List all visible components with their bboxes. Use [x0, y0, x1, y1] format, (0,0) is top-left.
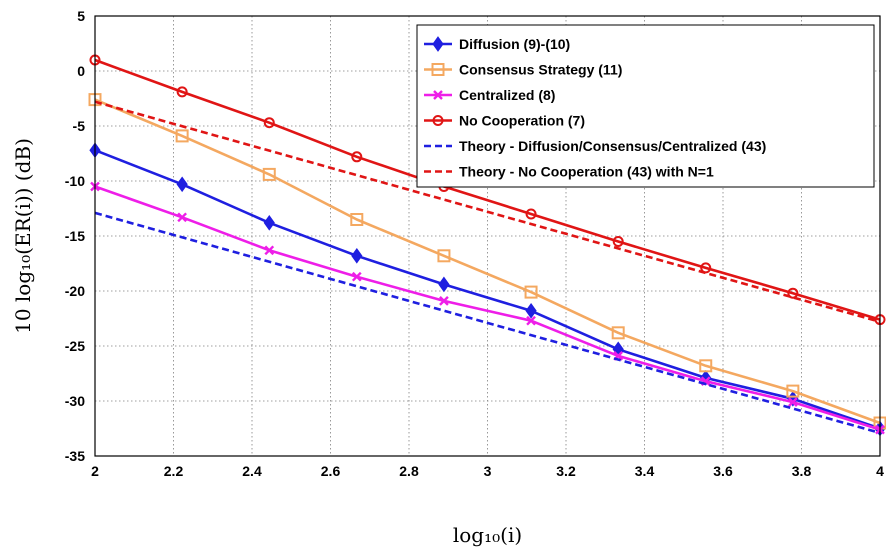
data-point: [700, 262, 712, 274]
data-point: [177, 212, 187, 223]
data-point: [438, 276, 450, 293]
legend-marker: [431, 63, 445, 76]
x-tick-label: 3: [484, 463, 492, 479]
data-point: [351, 271, 362, 282]
x-tick-label: 4: [876, 463, 884, 479]
legend-label: Theory - Diffusion/Consensus/Centralized…: [459, 138, 766, 154]
data-point: [351, 151, 363, 163]
series-line: [94, 100, 881, 324]
legend: Diffusion (9)-(10) Consensus Strategy (11…: [416, 24, 875, 188]
legend-label: Theory - No Cooperation (43) with N=1: [459, 164, 714, 180]
data-point: [263, 214, 275, 231]
y-tick-label: -5: [73, 118, 86, 134]
legend-marker: [432, 115, 444, 126]
data-point: [699, 359, 713, 373]
data-point: [611, 326, 625, 340]
legend-item: Theory - Diffusion/Consensus/Centralized…: [424, 138, 766, 154]
y-tick-label: -25: [65, 338, 85, 354]
legend-item: Centralized (8): [424, 87, 555, 103]
series-1: [88, 93, 886, 430]
data-point: [437, 249, 451, 263]
series-4: [94, 211, 881, 435]
y-tick-label: -20: [65, 283, 85, 299]
legend-item: Diffusion (9)-(10): [424, 36, 570, 52]
data-point: [176, 86, 188, 98]
data-point: [176, 176, 188, 193]
legend-label: Diffusion (9)-(10): [459, 36, 570, 52]
y-tick-label: -35: [65, 448, 85, 464]
y-tick-label: -30: [65, 393, 85, 409]
data-point: [263, 117, 275, 129]
tick-labels: 2 2.2 2.4 2.6 2.8 3 3.2 3.4 3.6 3.8 4 5 0 -5 -10 -15 -20…: [65, 8, 884, 479]
x-tick-label: 2.4: [242, 463, 262, 479]
y-tick-label: -10: [65, 173, 85, 189]
series-line: [94, 211, 881, 435]
legend-item: Consensus Strategy (11): [424, 62, 622, 78]
x-tick-label: 2.2: [164, 463, 184, 479]
data-point: [175, 129, 189, 143]
legend-item: No Cooperation (7): [424, 113, 585, 129]
data-point: [525, 208, 537, 220]
x-tick-label: 2.8: [399, 463, 419, 479]
x-tick-label: 3.4: [635, 463, 655, 479]
y-axis-label: 10 log₁₀(ER(i)) (dB): [11, 138, 35, 334]
legend-item: Theory - No Cooperation (43) with N=1: [424, 164, 714, 180]
series-line: [94, 58, 881, 321]
series-line: [94, 185, 881, 431]
data-point: [264, 245, 275, 256]
data-point: [526, 315, 536, 326]
data-point: [439, 296, 449, 306]
data-point: [524, 285, 538, 299]
data-point: [525, 302, 537, 319]
data-point: [787, 287, 799, 299]
y-tick-label: 0: [77, 63, 85, 79]
data-point: [350, 213, 364, 226]
x-axis-label: log₁₀(i): [453, 523, 522, 547]
series-5: [94, 100, 881, 324]
data-point: [786, 384, 800, 398]
legend-marker: [432, 36, 444, 52]
y-tick-label: 5: [77, 8, 85, 24]
x-tick-label: 2: [91, 463, 99, 479]
legend-label: Consensus Strategy (11): [459, 62, 622, 78]
data-point: [788, 397, 798, 407]
data-point: [262, 167, 276, 181]
series-line: [94, 98, 881, 425]
series-2: [90, 181, 885, 435]
x-tick-label: 3.8: [792, 463, 812, 479]
data-point: [612, 236, 624, 247]
x-tick-label: 3.2: [556, 463, 576, 479]
legend-marker: [433, 90, 443, 100]
y-tick-label: -15: [65, 228, 85, 244]
x-tick-label: 2.6: [321, 463, 341, 479]
data-point: [351, 247, 363, 264]
series-layer: [88, 54, 886, 437]
legend-label: No Cooperation (7): [459, 113, 585, 129]
series-line: [94, 148, 881, 430]
legend-label: Centralized (8): [459, 87, 555, 103]
plot-frame: [94, 15, 881, 457]
x-tick-label: 3.6: [713, 463, 733, 479]
legend-box: [416, 24, 875, 188]
